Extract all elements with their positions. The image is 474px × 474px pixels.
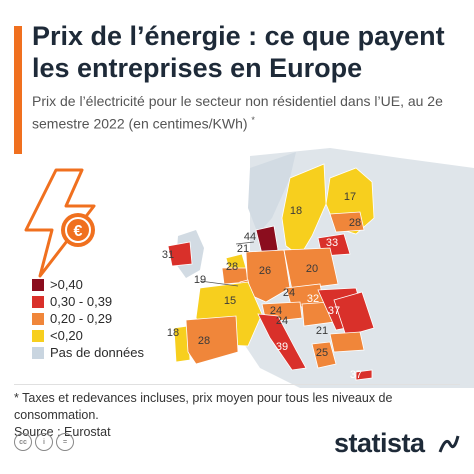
subtitle-text: Prix de l’électricité pour le secteur no… [32,93,443,132]
map-value-label: 25 [316,347,328,359]
region-cyprus [355,369,373,381]
footnote: * Taxes et redevances incluses, prix moy… [14,390,464,441]
region-romania-east [333,291,375,337]
legend-swatch [32,329,44,342]
map-value-label: 24 [276,315,288,327]
region-portugal [173,325,191,363]
region-baltic [329,211,365,233]
equals-icon[interactable]: = [56,433,74,451]
page-title: Prix de l’énergie : ce que payent les en… [32,21,445,83]
region-bulgaria [329,331,365,353]
region-greece [311,341,337,369]
map-value-label: 28 [198,335,210,347]
legend-label: <0,20 [50,328,83,343]
map-value-label: 32 [307,293,319,305]
legend-swatch [32,278,44,291]
map-value-label: 31 [162,249,174,261]
map-land-background-norway [248,152,296,234]
region-poland [283,247,339,291]
legend-label: >0,40 [50,277,83,292]
legend-label: 0,30 - 0,39 [50,294,113,309]
map-value-label: 17 [344,191,356,203]
page-subtitle: Prix de l’électricité pour le secteur no… [32,92,468,134]
region-ireland [167,241,193,267]
map-value-label: 39 [276,341,288,353]
legend-label: 0,20 - 0,29 [50,311,113,326]
map-value-label: 18 [167,327,179,339]
map-value-label: 37 [328,305,340,317]
legend-item: <0,20 [32,327,144,344]
legend-swatch [32,295,44,308]
map-value-label: 24 [283,287,295,299]
by-icon[interactable]: i [35,433,53,451]
map-value-label: 18 [290,205,302,217]
map-value-label: 28 [349,217,361,229]
legend-label: Pas de données [50,345,144,360]
map-value-label: 20 [306,263,318,275]
legend-swatch [32,312,44,325]
map-value-label: 44 [244,231,256,243]
license-icons[interactable]: cc i = [14,433,74,451]
footnote-text: * Taxes et redevances incluses, prix moy… [14,391,393,422]
map-value-label: 19 [194,274,206,286]
map-value-label: 21 [316,325,328,337]
cc-icon[interactable]: cc [14,433,32,451]
region-spain [185,315,239,365]
map-value-label: 21 [237,243,249,255]
map-value-label: 37 [350,369,362,381]
legend-item: >0,40 [32,276,144,293]
region-sweden [281,163,327,257]
region-italy [257,313,307,371]
svg-text:€: € [74,223,83,240]
brand-logo[interactable]: statista [334,428,425,458]
legend-item: 0,30 - 0,39 [32,293,144,310]
map-legend: >0,40 0,30 - 0,39 0,20 - 0,29 <0,20 Pas … [32,276,144,361]
map-value-label: 24 [270,305,282,317]
map-value-label: 26 [259,265,271,277]
map-value-label: 33 [326,237,338,249]
label-leader-line-2 [235,241,255,245]
label-leader-line [199,280,239,287]
statista-wave-icon [438,435,460,453]
legend-item: Pas de données [32,344,144,361]
legend-item: 0,20 - 0,29 [32,310,144,327]
map-value-label: 28 [226,261,238,273]
subtitle-footnote-mark: * [251,115,255,125]
footer-divider [14,384,460,385]
energy-bolt-icon: € [24,168,96,278]
title-accent-bar [14,26,22,154]
map-value-label: 15 [224,295,236,307]
legend-swatch [32,346,44,359]
